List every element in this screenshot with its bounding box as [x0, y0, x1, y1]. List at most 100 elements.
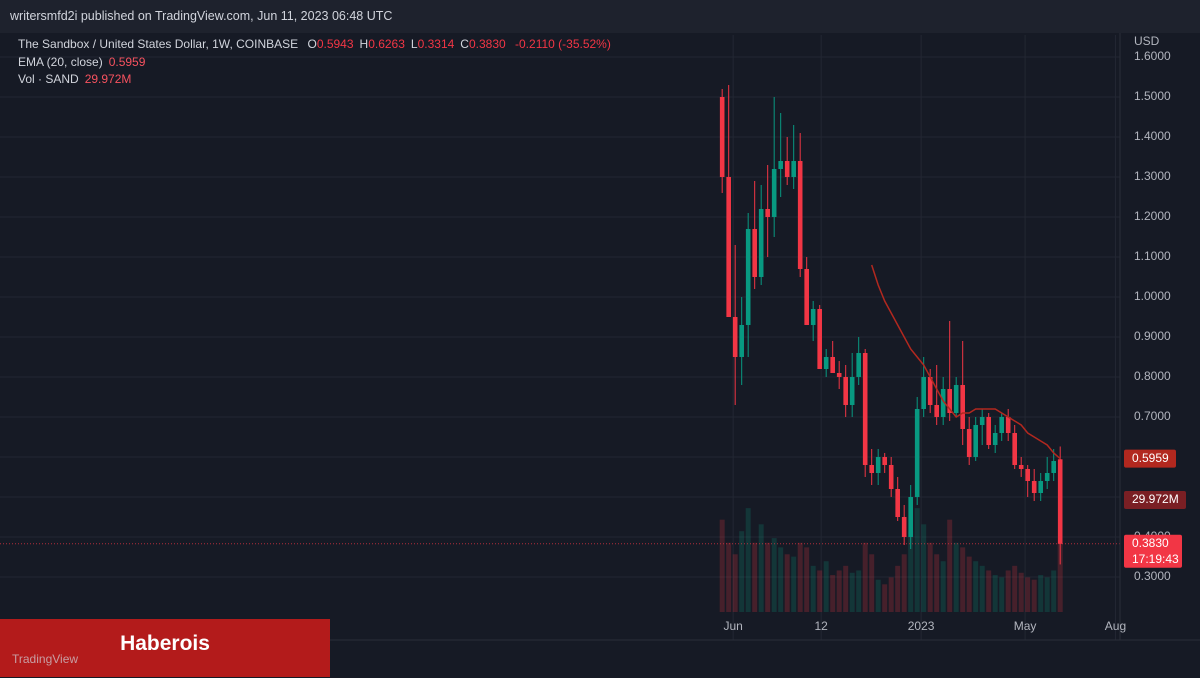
ema-label-box	[1124, 449, 1176, 468]
ohlc-key: C	[460, 37, 469, 51]
x-tick-label: May	[1014, 619, 1037, 633]
ema-line	[870, 264, 1061, 460]
candle-body	[973, 425, 978, 457]
ohlc-value: 0.3830	[468, 37, 506, 51]
candle-body	[849, 377, 855, 405]
volume-bar	[778, 547, 784, 612]
volume-bar	[830, 575, 836, 612]
volume-bar	[752, 542, 758, 612]
candles	[719, 85, 1063, 565]
candle-body	[752, 229, 757, 277]
candle-body	[869, 465, 874, 473]
volume-bar	[849, 572, 855, 612]
candle-body	[719, 97, 725, 177]
volume-axis-label: 29.972M	[1132, 492, 1179, 506]
candle-body	[745, 229, 751, 325]
candle-body	[1018, 465, 1024, 469]
candle-body	[1005, 417, 1011, 433]
candle-body	[908, 497, 913, 537]
volume-bar	[1038, 575, 1044, 612]
symbol-title: The Sandbox / United States Dollar, 1W, …	[18, 37, 299, 51]
x-tick-label: 12	[815, 619, 829, 633]
volume-bar	[986, 570, 992, 612]
volume-bar	[843, 565, 849, 612]
volume-bar	[797, 542, 803, 612]
candle-body	[830, 357, 835, 373]
ema-name: EMA (20, close)	[18, 54, 103, 69]
volume-bar	[1018, 572, 1024, 612]
price-axis-label: 0.3830	[1132, 536, 1169, 550]
ohlc-value: 0.5943	[316, 37, 354, 51]
candle-body	[986, 417, 991, 445]
candle-body	[1012, 433, 1017, 465]
volume-bar	[817, 570, 823, 612]
candle-body	[862, 353, 868, 465]
ohlc-value: 0.6263	[368, 37, 405, 51]
volume-bar	[765, 542, 771, 612]
candle-body	[804, 269, 809, 325]
volume-bar	[927, 542, 933, 612]
volume-bar	[758, 524, 764, 612]
candle-body	[843, 377, 848, 405]
x-tick-label: Aug	[1105, 619, 1126, 633]
candle-body	[927, 377, 933, 405]
candle-body	[1031, 481, 1037, 493]
currency: USD	[1134, 34, 1160, 48]
y-tick-label: 0.7000	[1134, 409, 1171, 423]
volume-bar	[1031, 579, 1037, 612]
candle-body	[739, 325, 744, 357]
candle-body	[771, 169, 777, 217]
candle-body	[1057, 459, 1063, 544]
volume-bar	[823, 561, 829, 612]
overlay	[0, 264, 1120, 545]
candle-body	[1038, 481, 1043, 493]
y-tick-label: 0.9000	[1134, 329, 1171, 343]
candle-body	[797, 161, 803, 269]
candle-body	[901, 517, 907, 537]
volume-bar	[739, 531, 745, 612]
volume-bar	[882, 584, 888, 612]
volume-bar	[934, 554, 940, 612]
volume-bar	[784, 554, 790, 612]
candle-body	[921, 377, 926, 409]
candle-body	[791, 161, 796, 177]
ohlc: O0.5943 H0.6263 L0.3314 C0.3830	[301, 37, 505, 51]
candle-body	[953, 385, 959, 413]
candle-body	[992, 433, 998, 445]
y-tick-label: 0.3000	[1134, 569, 1171, 583]
candle-body	[960, 385, 965, 429]
candle-body	[895, 489, 900, 517]
volume-bar	[836, 570, 842, 612]
candle-body	[758, 209, 764, 277]
candle-body	[726, 177, 731, 317]
candle-body	[882, 457, 887, 465]
volume-bar	[1044, 577, 1050, 612]
y-tick-label: 1.4000	[1134, 129, 1171, 143]
candle-body	[966, 429, 972, 457]
legend: The Sandbox / United States Dollar, 1W, …	[18, 36, 611, 89]
volume-bar	[895, 565, 901, 612]
volume-bar	[921, 524, 927, 612]
ohlc-key: H	[359, 37, 369, 51]
y-tick-label: 0.8000	[1134, 369, 1171, 383]
x-tick-label: 2023	[908, 619, 935, 633]
ohlc-key: L	[410, 37, 418, 51]
volume-bar	[992, 575, 998, 612]
volume-bar	[869, 554, 875, 612]
candle-body	[934, 405, 939, 417]
x-tick-label: Jun	[723, 619, 742, 633]
candle-body	[778, 161, 783, 169]
volume-bar	[973, 561, 979, 612]
candle-body	[875, 457, 881, 473]
volume-bar	[771, 538, 777, 612]
volume-bar	[947, 519, 953, 612]
y-tick-label: 1.1000	[1134, 249, 1171, 263]
volume-bar	[999, 577, 1005, 612]
volume-bar	[732, 554, 738, 612]
candle-body	[940, 389, 946, 417]
header: writersmfd2i published on TradingView.co…	[0, 0, 1200, 33]
legend-row: EMA (20, close) 0.5959	[18, 54, 611, 72]
volume-bar	[810, 565, 816, 612]
volume-bar	[914, 508, 920, 612]
candle-body	[823, 357, 829, 369]
